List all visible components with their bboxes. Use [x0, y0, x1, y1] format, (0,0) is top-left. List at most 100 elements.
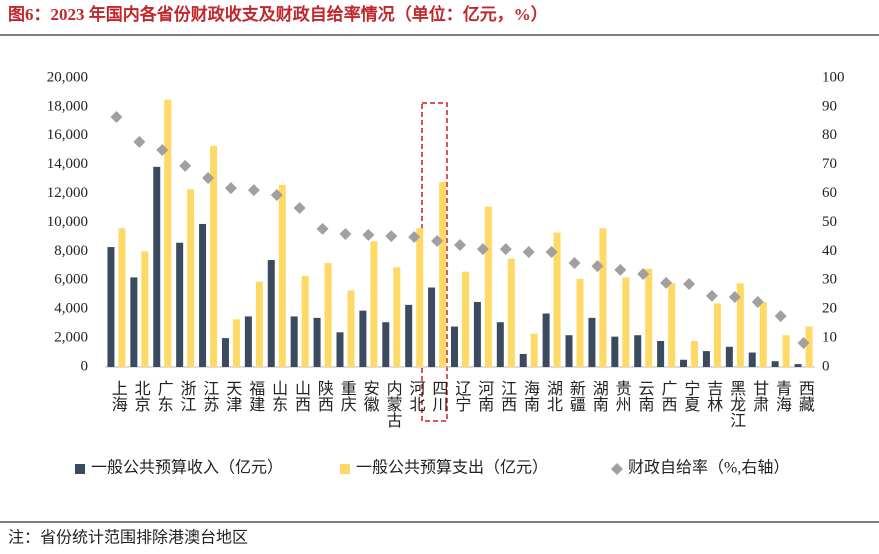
y-tick-label: 14,000 — [47, 156, 88, 172]
bar — [473, 301, 481, 367]
x-tick-label: 上海 — [109, 380, 128, 412]
point — [476, 243, 489, 256]
legend-label: 一般公共预算收入（亿元） — [91, 458, 283, 477]
bar — [232, 319, 240, 367]
bar — [255, 281, 263, 367]
bar — [290, 316, 298, 367]
bar — [199, 223, 207, 367]
point — [683, 278, 696, 291]
bar — [530, 333, 538, 367]
point — [247, 184, 260, 197]
bar — [588, 317, 596, 367]
bar — [278, 184, 286, 367]
bar — [164, 99, 172, 368]
legend-label: 财政自给率（%,右轴） — [628, 459, 789, 477]
bar — [794, 364, 802, 367]
y-tick-label: 18,000 — [47, 98, 88, 114]
bar — [634, 335, 642, 367]
legend-swatch — [75, 464, 85, 474]
x-tick-label: 北京 — [132, 380, 151, 413]
bar — [336, 332, 344, 367]
bar — [153, 166, 161, 367]
x-tick-label: 云南 — [636, 380, 655, 412]
y-tick-label: 10,000 — [47, 214, 88, 230]
y2-tick-label: 70 — [822, 156, 837, 172]
y2-tick-label: 30 — [822, 272, 837, 288]
bar — [347, 290, 355, 367]
y-tick-label: 20,000 — [47, 69, 88, 85]
y-tick-label: 4,000 — [54, 301, 88, 317]
bar — [759, 301, 767, 367]
y-tick-label: 12,000 — [47, 185, 88, 201]
bar — [657, 340, 665, 367]
point — [774, 310, 787, 323]
point — [156, 143, 169, 156]
y-tick-label: 2,000 — [54, 330, 88, 346]
bar — [668, 283, 676, 367]
x-tick-label: 山西 — [292, 380, 311, 412]
bar — [691, 340, 699, 367]
x-tick-label: 贵州 — [613, 380, 632, 412]
x-tick-label: 新疆 — [567, 380, 586, 412]
bar — [542, 313, 550, 367]
bar — [576, 278, 584, 367]
bar — [680, 359, 688, 367]
bar — [736, 283, 744, 367]
legend-swatch — [340, 464, 350, 474]
bar — [382, 322, 390, 367]
bar — [553, 232, 561, 367]
x-tick-label: 四川 — [429, 380, 448, 412]
x-tick-label: 甘肃 — [750, 380, 769, 412]
legend-label: 一般公共预算支出（亿元） — [356, 458, 548, 477]
point — [705, 289, 718, 302]
point — [133, 135, 146, 148]
y2-tick-label: 50 — [822, 214, 837, 230]
bar — [107, 247, 115, 367]
y-tick-label: 8,000 — [54, 243, 88, 259]
bar — [244, 316, 252, 367]
bar — [565, 335, 573, 367]
bar — [782, 335, 790, 367]
x-tick-label: 西藏 — [796, 380, 815, 413]
y-tick-label: 16,000 — [47, 127, 88, 143]
bar — [187, 189, 195, 367]
x-tick-label: 黑龙江 — [727, 380, 746, 428]
point — [545, 245, 558, 258]
x-tick-label: 安徽 — [361, 380, 380, 412]
x-tick-label: 湖北 — [544, 380, 563, 412]
legend-swatch — [611, 463, 623, 475]
y2-tick-label: 90 — [822, 98, 837, 114]
bar — [141, 251, 149, 367]
point — [614, 263, 627, 276]
point — [797, 337, 810, 350]
bar — [622, 277, 630, 367]
point — [224, 182, 237, 195]
bar — [611, 336, 619, 367]
x-tick-label: 宁夏 — [681, 380, 700, 412]
x-tick-label: 浙江 — [177, 380, 196, 412]
bar — [118, 228, 126, 367]
y2-tick-label: 80 — [822, 127, 837, 143]
y2-tick-label: 60 — [822, 185, 837, 201]
chart-title: 图6：2023 年国内各省份财政收支及财政自给率情况（单位：亿元，%） — [8, 4, 548, 24]
bar — [221, 338, 229, 367]
bar — [130, 277, 138, 367]
bar — [451, 326, 458, 367]
bar — [405, 304, 413, 367]
bar — [496, 322, 504, 367]
point — [385, 230, 398, 243]
point — [499, 243, 512, 256]
y2-tick-label: 10 — [822, 330, 837, 346]
bar — [301, 275, 309, 367]
point — [362, 228, 375, 241]
bar — [313, 317, 321, 367]
y-tick-label: 6,000 — [54, 272, 88, 288]
point — [339, 228, 352, 241]
x-tick-label: 吉林 — [704, 380, 723, 412]
y2-tick-label: 0 — [822, 358, 830, 374]
point — [408, 230, 421, 243]
x-tick-label: 山东 — [269, 380, 287, 412]
point — [751, 295, 764, 308]
x-tick-label: 天津 — [223, 380, 242, 412]
